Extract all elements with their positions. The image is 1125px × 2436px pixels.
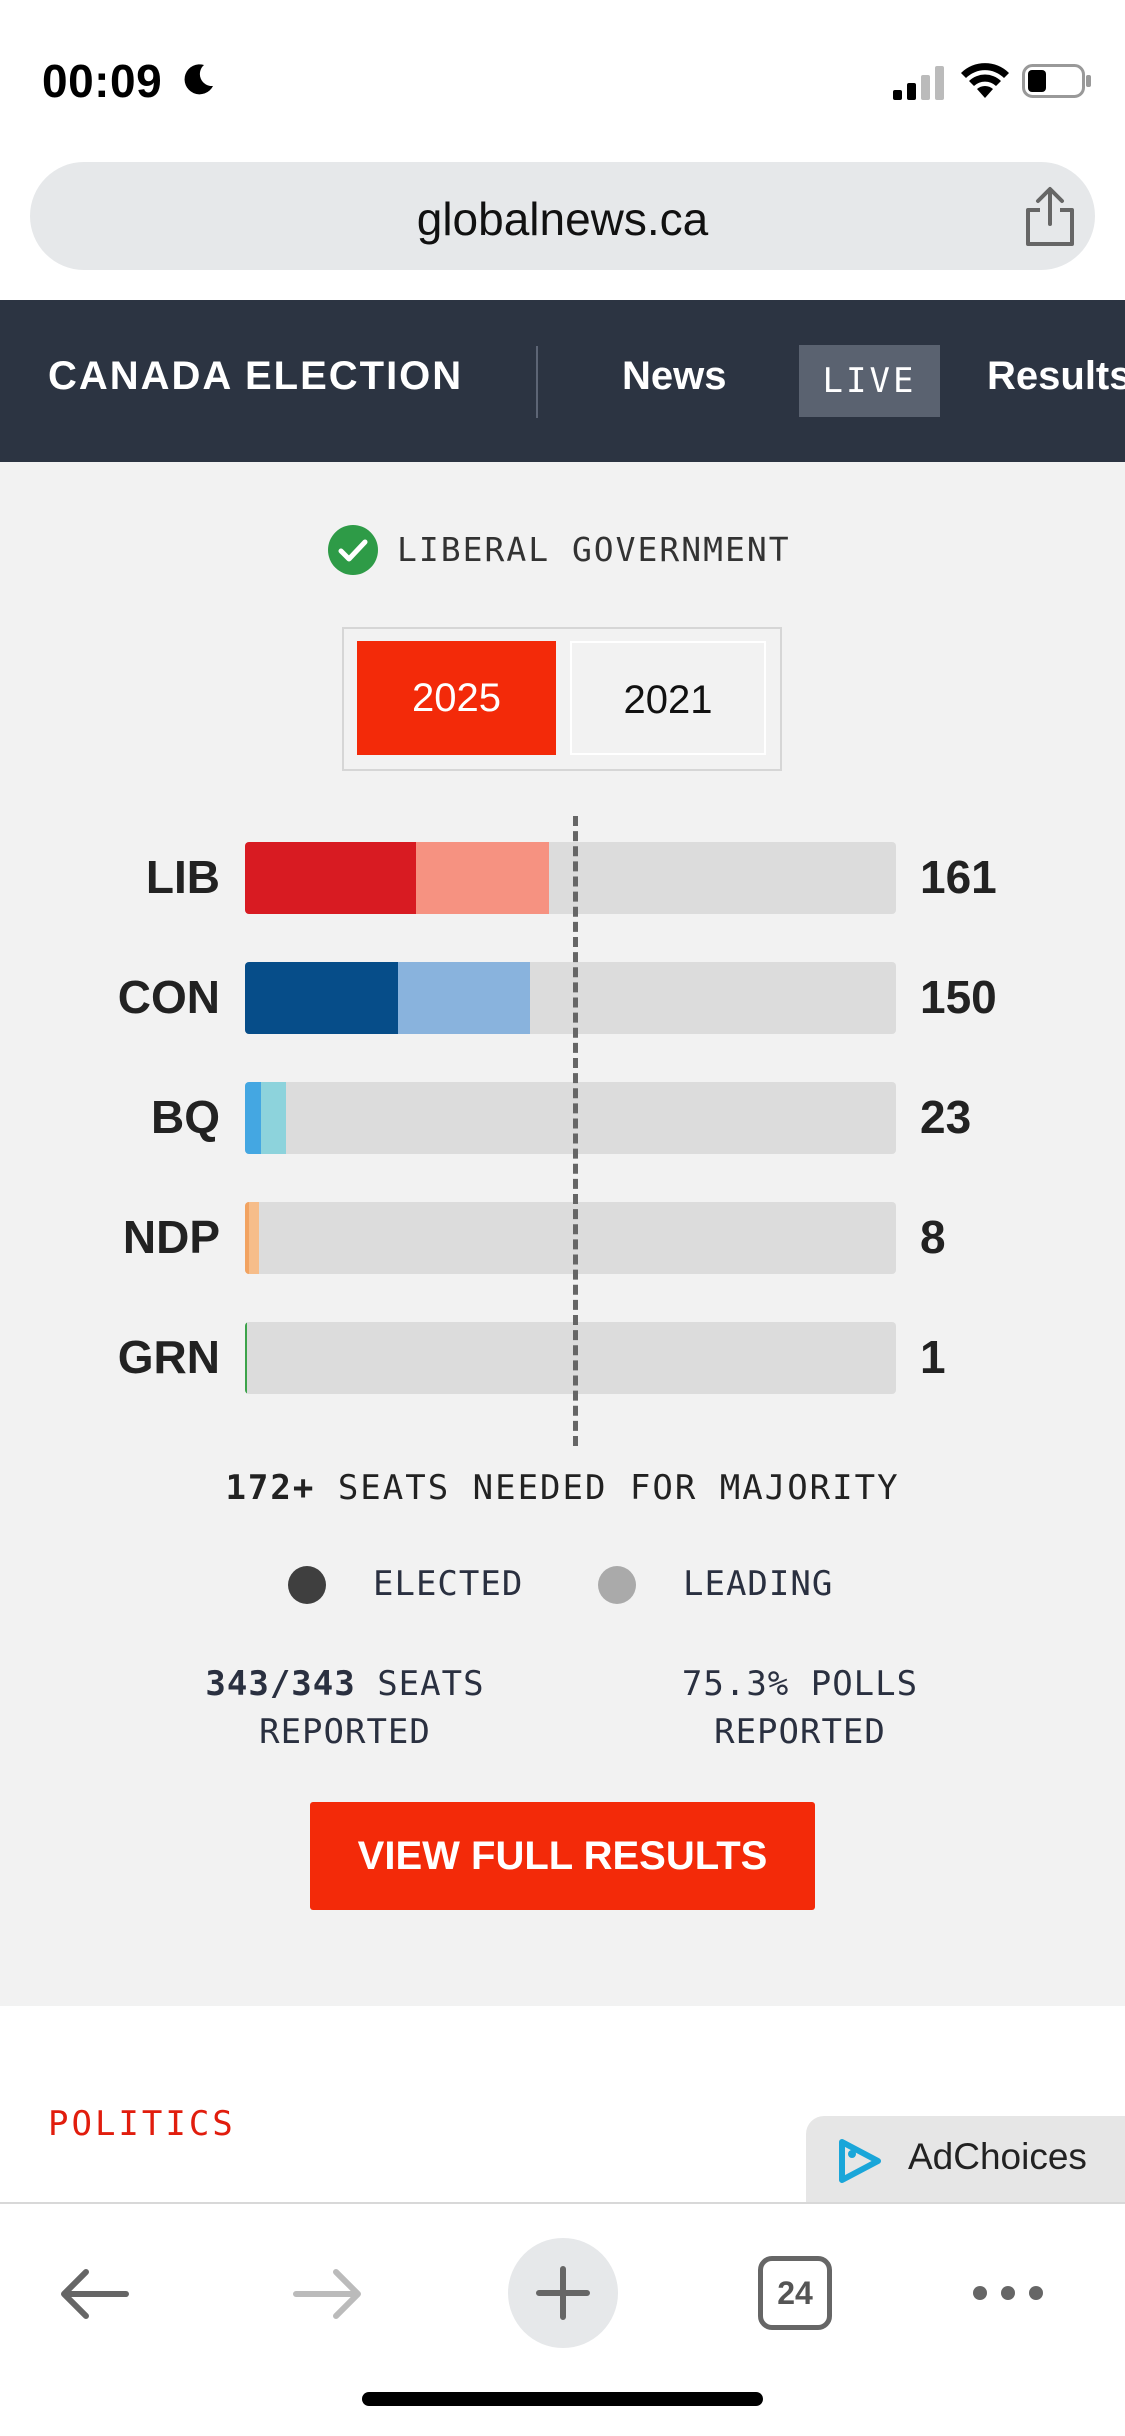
party-bar-track bbox=[245, 1322, 896, 1394]
moon-icon bbox=[184, 64, 213, 95]
new-tab-button[interactable] bbox=[508, 2238, 618, 2348]
seats-reported: 343/343 SEATS REPORTED bbox=[170, 1660, 520, 1756]
home-indicator bbox=[362, 2392, 763, 2406]
bar-leading-lib bbox=[416, 842, 549, 914]
nav-results-link[interactable]: Results bbox=[987, 354, 1125, 398]
nav-live-badge[interactable]: LIVE bbox=[799, 345, 940, 417]
year-2021-button[interactable]: 2021 bbox=[570, 641, 766, 755]
year-toggle: 2025 2021 bbox=[342, 627, 782, 771]
bar-elected-grn bbox=[245, 1322, 247, 1394]
check-circle-icon bbox=[328, 525, 378, 575]
seats-reported-line1: SEATS bbox=[377, 1664, 485, 1704]
party-bar-track bbox=[245, 1082, 896, 1154]
adchoices-icon bbox=[839, 2139, 881, 2183]
forward-arrow-icon[interactable] bbox=[290, 2264, 366, 2324]
address-bar[interactable]: globalnews.ca bbox=[30, 162, 1095, 270]
bar-leading-con bbox=[398, 962, 530, 1034]
legend-leading-label: LEADING bbox=[683, 1564, 834, 1604]
party-name: LIB bbox=[145, 851, 220, 903]
bar-elected-bq bbox=[245, 1082, 261, 1154]
bar-elected-ndp bbox=[245, 1202, 249, 1274]
nav-divider bbox=[536, 346, 538, 418]
seats-reported-value: 343/343 bbox=[205, 1664, 356, 1704]
party-seat-count: 161 bbox=[920, 851, 997, 903]
adchoices-label[interactable]: AdChoices bbox=[908, 2136, 1087, 2177]
battery-icon bbox=[1022, 64, 1091, 98]
election-nav: CANADA ELECTION News LIVE Results bbox=[0, 300, 1125, 462]
adchoices-badge[interactable]: AdChoices bbox=[806, 2116, 1125, 2202]
party-name: BQ bbox=[151, 1091, 220, 1143]
party-name: NDP bbox=[122, 1211, 220, 1263]
party-row-con: CON 150 bbox=[0, 962, 1125, 1034]
nav-title[interactable]: CANADA ELECTION bbox=[48, 354, 464, 398]
bar-leading-bq bbox=[261, 1082, 286, 1154]
legend-elected-label: ELECTED bbox=[373, 1564, 524, 1604]
party-seat-count: 150 bbox=[920, 971, 997, 1023]
party-row-bq: BQ 23 bbox=[0, 1082, 1125, 1154]
party-bar-track bbox=[245, 842, 896, 914]
majority-count: 172+ bbox=[225, 1468, 316, 1508]
polls-reported-line1: 75.3% POLLS bbox=[681, 1664, 919, 1704]
share-icon[interactable] bbox=[1020, 186, 1080, 248]
bar-elected-lib bbox=[245, 842, 416, 914]
tabs-button[interactable]: 24 bbox=[758, 2256, 832, 2330]
party-bar-track bbox=[245, 1202, 896, 1274]
party-row-ndp: NDP 8 bbox=[0, 1202, 1125, 1274]
party-row-lib: LIB 161 bbox=[0, 842, 1125, 914]
legend-elected-dot bbox=[288, 1566, 326, 1604]
government-status: LIBERAL GOVERNMENT bbox=[397, 530, 791, 569]
url-text[interactable]: globalnews.ca bbox=[416, 193, 709, 245]
wifi-icon bbox=[961, 63, 1009, 98]
bar-leading-ndp bbox=[249, 1202, 259, 1274]
plus-icon bbox=[536, 2266, 590, 2320]
cellular-signal-icon bbox=[893, 66, 944, 100]
nav-news-link[interactable]: News bbox=[622, 354, 727, 398]
results-panel: LIBERAL GOVERNMENT 2025 2021 LIB 161 CON 15… bbox=[0, 462, 1125, 2006]
status-time: 00:09 bbox=[42, 55, 163, 107]
majority-line bbox=[573, 816, 578, 1446]
party-seat-count: 1 bbox=[920, 1331, 946, 1383]
party-name: CON bbox=[117, 971, 220, 1023]
section-label-politics[interactable]: POLITICS bbox=[48, 2104, 236, 2144]
view-full-results-button[interactable]: VIEW FULL RESULTS bbox=[310, 1802, 815, 1910]
status-bar: 00:09 bbox=[0, 0, 1125, 150]
majority-note: 172+ SEATS NEEDED FOR MAJORITY bbox=[0, 1468, 1125, 1508]
party-seat-count: 8 bbox=[920, 1211, 946, 1263]
polls-reported: 75.3% POLLS REPORTED bbox=[630, 1660, 970, 1756]
browser-toolbar: 24 bbox=[0, 2202, 1125, 2436]
back-arrow-icon[interactable] bbox=[56, 2264, 132, 2324]
party-row-grn: GRN 1 bbox=[0, 1322, 1125, 1394]
seats-reported-line2: REPORTED bbox=[259, 1712, 431, 1752]
year-2025-button[interactable]: 2025 bbox=[357, 641, 556, 755]
party-name: GRN bbox=[117, 1331, 220, 1383]
more-options-icon[interactable] bbox=[968, 2278, 1048, 2308]
legend-leading-dot bbox=[598, 1566, 636, 1604]
polls-reported-line2: REPORTED bbox=[714, 1712, 886, 1752]
majority-text: SEATS NEEDED FOR MAJORITY bbox=[337, 1468, 900, 1508]
party-bar-track bbox=[245, 962, 896, 1034]
bar-elected-con bbox=[245, 962, 398, 1034]
party-seat-count: 23 bbox=[920, 1091, 972, 1143]
